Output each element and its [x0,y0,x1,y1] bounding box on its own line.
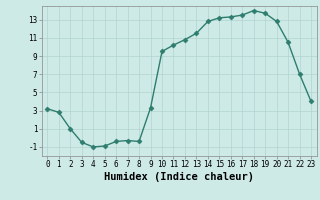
X-axis label: Humidex (Indice chaleur): Humidex (Indice chaleur) [104,172,254,182]
